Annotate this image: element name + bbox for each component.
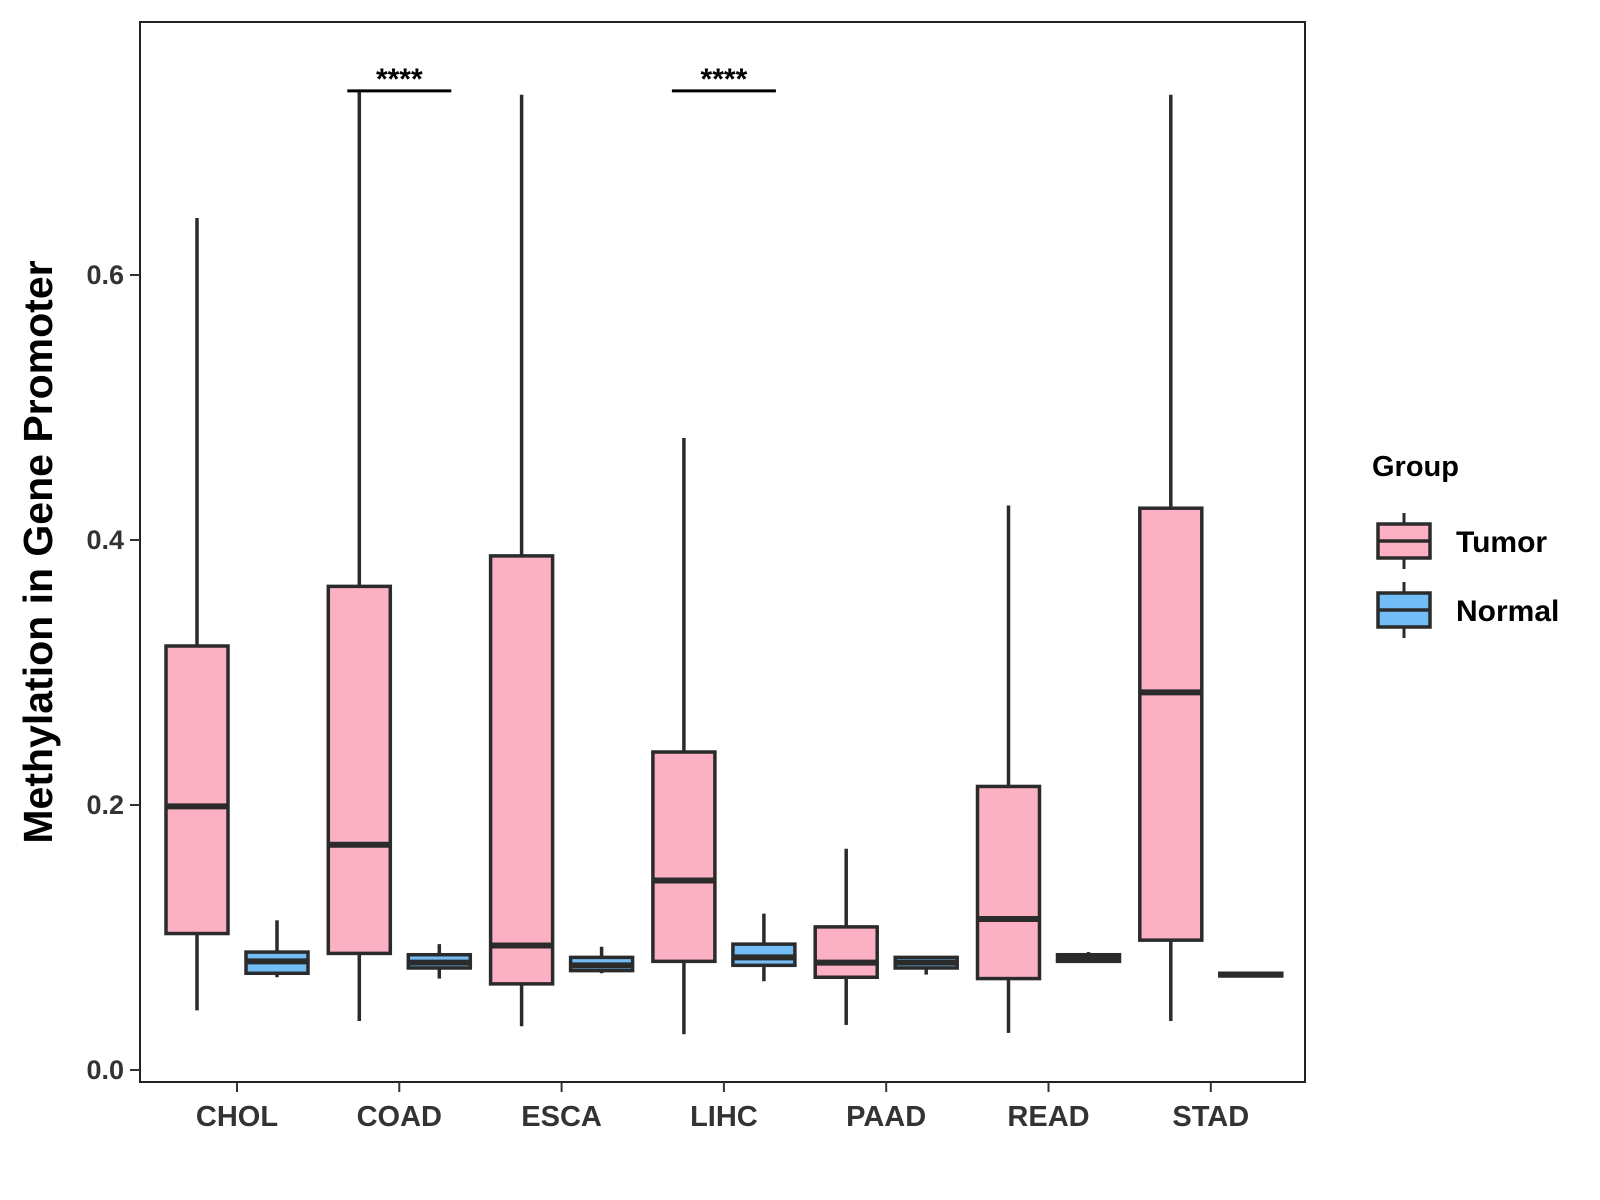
y-axis-title: Methylation in Gene Promoter bbox=[15, 260, 61, 843]
legend-label-normal: Normal bbox=[1456, 595, 1559, 628]
y-tick-label: 0.6 bbox=[86, 260, 124, 290]
box-normal-esca bbox=[568, 946, 635, 974]
box-body-tumor-lihc bbox=[651, 750, 717, 964]
legend-label-tumor: Tumor bbox=[1456, 526, 1547, 559]
y-tick-label: 0.2 bbox=[86, 790, 124, 820]
box-tumor-read bbox=[975, 505, 1042, 1033]
box-body-tumor-esca bbox=[488, 554, 555, 986]
x-tick-label-stad: STAD bbox=[1172, 1101, 1249, 1133]
box-body-tumor-paad bbox=[813, 925, 879, 980]
y-tick-label: 0.4 bbox=[86, 525, 124, 555]
y-tick-label: 0.0 bbox=[86, 1055, 124, 1085]
x-tick-label-esca: ESCA bbox=[521, 1101, 602, 1133]
significance-lihc: **** bbox=[671, 63, 776, 96]
box-body-tumor-coad bbox=[326, 584, 393, 956]
box-tumor-lihc bbox=[651, 437, 717, 1035]
significance-label-coad: **** bbox=[376, 63, 423, 96]
x-axis: CHOL COAD ESCA LIHC PAAD READ STAD bbox=[196, 1082, 1249, 1133]
box-tumor-coad bbox=[326, 92, 393, 1021]
box-tumor-esca bbox=[488, 94, 555, 1027]
y-axis: 0.0 0.2 0.4 0.6 bbox=[86, 260, 140, 1085]
box-tumor-paad bbox=[813, 848, 879, 1025]
box-layer bbox=[164, 92, 1284, 1035]
box-normal-paad bbox=[893, 955, 959, 975]
x-tick-label-coad: COAD bbox=[357, 1101, 442, 1133]
box-body-tumor-chol bbox=[164, 644, 230, 936]
box-body-tumor-read bbox=[975, 784, 1042, 981]
x-tick-label-chol: CHOL bbox=[196, 1101, 278, 1133]
box-tumor-stad bbox=[1138, 94, 1204, 1021]
significance-layer: **** **** bbox=[347, 63, 776, 96]
x-tick-label-lihc: LIHC bbox=[690, 1101, 758, 1133]
significance-coad: **** bbox=[347, 63, 452, 96]
box-tumor-chol bbox=[164, 218, 230, 1011]
box-normal-stad bbox=[1218, 971, 1284, 978]
panel-border bbox=[139, 21, 1306, 1083]
box-normal-lihc bbox=[731, 913, 797, 982]
box-normal-coad bbox=[406, 944, 473, 979]
x-tick-label-read: READ bbox=[1007, 1101, 1089, 1133]
box-normal-read bbox=[1055, 952, 1122, 964]
box-normal-chol bbox=[244, 920, 310, 978]
significance-label-lihc: **** bbox=[701, 63, 748, 96]
box-body-tumor-stad bbox=[1138, 506, 1204, 942]
x-tick-label-paad: PAAD bbox=[846, 1101, 926, 1133]
legend: Group Tumor Normal bbox=[1372, 451, 1559, 638]
panel-background bbox=[140, 22, 1305, 1082]
legend-title: Group bbox=[1372, 451, 1459, 483]
